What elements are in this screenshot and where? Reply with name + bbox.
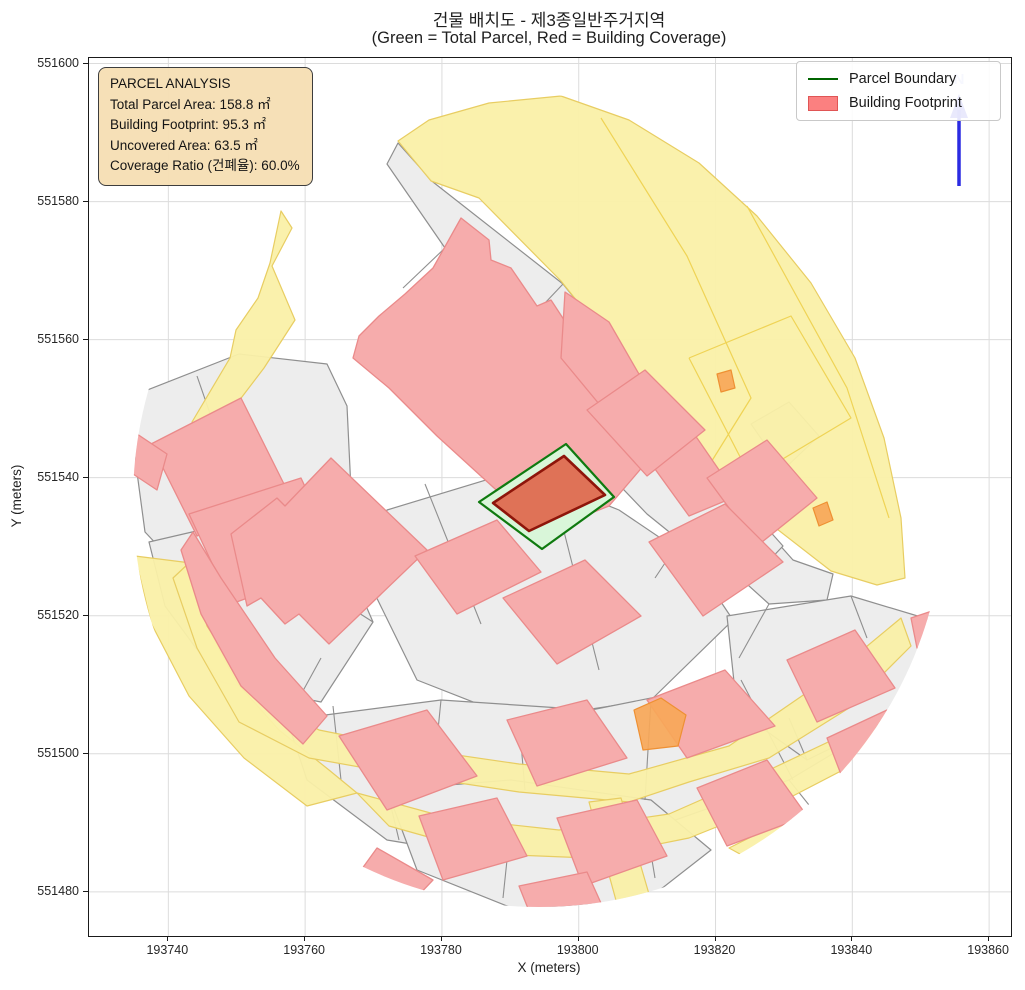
- legend-item-building-footprint: Building Footprint: [807, 95, 990, 111]
- road-inner-line: [600, 117, 752, 489]
- x-tick-mark: [440, 936, 442, 941]
- legend-item-parcel-boundary: Parcel Boundary: [807, 71, 990, 87]
- building-polygon: [648, 503, 784, 617]
- info-box-coverage-ratio: Coverage Ratio (건폐율): 60.0%: [110, 158, 300, 173]
- chart-subtitle: (Green = Total Parcel, Red = Building Co…: [371, 29, 727, 47]
- x-tick-label: 193860: [967, 943, 1009, 957]
- y-tick-label: 551480: [37, 883, 79, 898]
- orange-feature: [716, 369, 736, 393]
- y-tick-label: 551580: [37, 193, 79, 208]
- y-tick-mark: [83, 890, 88, 892]
- building-polygon: [414, 519, 542, 615]
- building-polygon: [786, 629, 896, 723]
- building-polygon: [556, 799, 668, 887]
- x-tick-mark: [988, 936, 990, 941]
- building-polygon: [180, 531, 328, 745]
- parcel-boundary-line: [502, 859, 508, 899]
- parcel-boundary-line: [850, 595, 868, 639]
- y-axis-label: Y (meters): [9, 464, 24, 528]
- info-box-title: PARCEL ANALYSIS: [110, 76, 231, 91]
- x-tick-mark: [714, 936, 716, 941]
- map-shapes: [133, 95, 942, 907]
- building-polygon: [518, 871, 606, 907]
- building-polygon: [506, 699, 628, 787]
- x-tick-label: 193780: [420, 943, 462, 957]
- legend: Parcel Boundary Building Footprint: [796, 61, 1001, 121]
- orange-feature: [633, 697, 687, 751]
- y-tick-label: 551500: [37, 745, 79, 760]
- parcel-analysis-box: PARCEL ANALYSIS Total Parcel Area: 158.8…: [98, 67, 313, 186]
- building-polygon: [133, 429, 168, 491]
- x-tick-label: 193760: [283, 943, 325, 957]
- building-polygon: [586, 369, 706, 477]
- info-box-uncovered-area: Uncovered Area: 63.5 ㎡: [110, 137, 258, 153]
- y-tick-label: 551540: [37, 469, 79, 484]
- legend-label: Building Footprint: [849, 95, 962, 111]
- y-tick-mark: [83, 338, 88, 340]
- road-inner-line: [746, 205, 890, 519]
- info-box-total-area: Total Parcel Area: 158.8 ㎡: [110, 96, 271, 112]
- x-axis-label: X (meters): [517, 960, 581, 975]
- legend-label: Parcel Boundary: [849, 71, 957, 87]
- parcel-boundary-line-swatch: [807, 77, 839, 81]
- y-tick-mark: [83, 476, 88, 478]
- x-tick-label: 193820: [693, 943, 736, 957]
- building-polygon: [230, 457, 428, 645]
- x-tick-mark: [167, 936, 169, 941]
- x-tick-label: 193800: [556, 943, 599, 957]
- parcel-boundary-line: [738, 603, 770, 659]
- x-tick-mark: [304, 936, 306, 941]
- building-polygon: [338, 709, 478, 811]
- chart-title: 건물 배치도 - 제3종일반주거지역: [432, 11, 666, 30]
- road-inner-line: [688, 315, 852, 479]
- y-tick-mark: [83, 614, 88, 616]
- y-tick-label: 551560: [37, 331, 79, 346]
- building-footprint-patch-swatch: [807, 95, 839, 111]
- subject-building: [491, 454, 607, 533]
- y-tick-label: 551520: [37, 607, 79, 622]
- y-tick-mark: [83, 62, 88, 64]
- y-tick-mark: [83, 752, 88, 754]
- x-tick-mark: [577, 936, 579, 941]
- x-tick-label: 193840: [830, 943, 873, 957]
- parcel-boundary-line: [402, 247, 446, 289]
- y-tick-mark: [83, 200, 88, 202]
- building-polygon: [502, 559, 642, 665]
- x-tick-label: 193740: [146, 943, 189, 957]
- info-box-building-footprint: Building Footprint: 95.3 ㎡: [110, 117, 267, 132]
- building-polygon: [418, 797, 528, 881]
- plot-area: N PARCEL ANALYSIS Total Parcel Area: 158…: [88, 57, 1012, 937]
- x-tick-mark: [851, 936, 853, 941]
- orange-feature: [812, 501, 834, 527]
- y-tick-label: 551600: [37, 55, 79, 70]
- map-canvas: N: [89, 58, 1011, 936]
